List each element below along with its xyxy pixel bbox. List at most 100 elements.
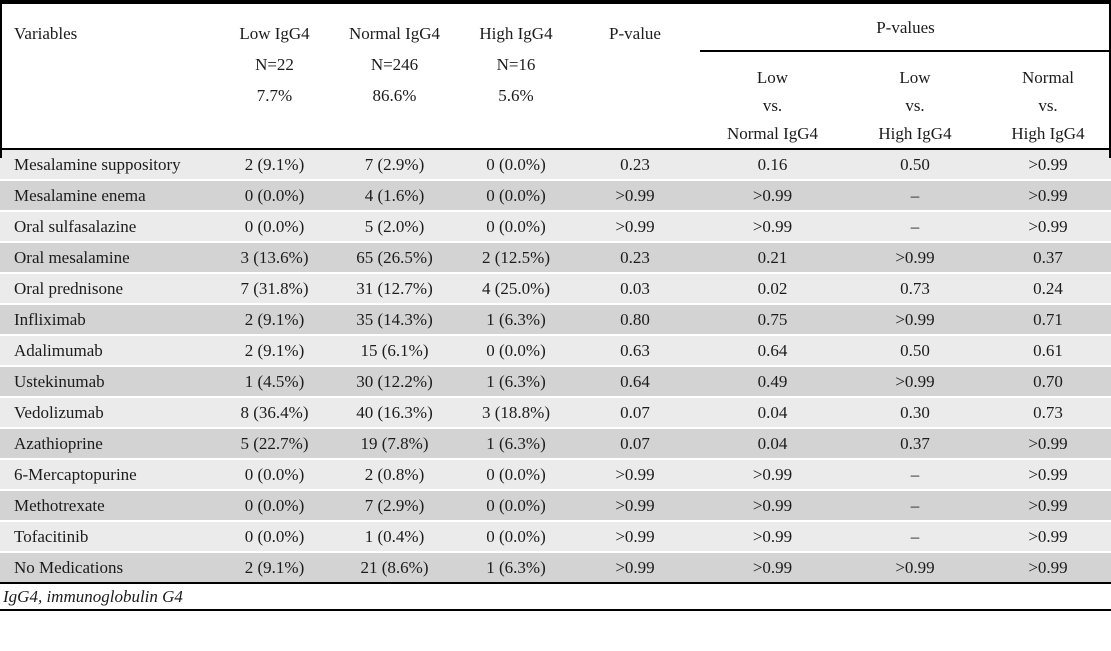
table-cell: 31 (12.7%): [327, 272, 462, 304]
table-cell: 2 (12.5%): [462, 241, 570, 273]
table-row: Methotrexate 0 (0.0%) 7 (2.9%) 0 (0.0%) >0.9…: [0, 489, 1111, 521]
column-header-low-vs-normal: Low vs. Normal IgG4: [700, 51, 845, 150]
table-row: Azathioprine 5 (22.7%) 19 (7.8%) 1 (6.3%) 0.…: [0, 427, 1111, 459]
column-header-low-igg4-pct: 7.7%: [256, 86, 293, 105]
table-cell: >0.99: [985, 210, 1111, 242]
table-cell: 0.07: [570, 396, 700, 428]
table-cell: 0 (0.0%): [222, 210, 327, 242]
table-cell: 0.64: [570, 365, 700, 397]
row-label: 6-Mercaptopurine: [0, 458, 222, 490]
table-cell: >0.99: [985, 520, 1111, 552]
table-cell: >0.99: [700, 458, 845, 490]
row-label: Vedolizumab: [0, 396, 222, 428]
row-label: Mesalamine enema: [0, 179, 222, 211]
column-group-header-pvalues: P-values: [700, 4, 1111, 52]
row-label: Mesalamine suppository: [0, 149, 222, 180]
row-label: Oral mesalamine: [0, 241, 222, 273]
table-cell: 0.37: [845, 427, 985, 459]
table-cell: 3 (18.8%): [462, 396, 570, 428]
table-body: Mesalamine suppository 2 (9.1%) 7 (2.9%) 0 …: [0, 149, 1111, 584]
table-cell: 0.63: [570, 334, 700, 366]
table-cell: >0.99: [845, 551, 985, 584]
table-cell: 7 (2.9%): [327, 149, 462, 180]
table-cell: 21 (8.6%): [327, 551, 462, 584]
row-label: Adalimumab: [0, 334, 222, 366]
table-cell: 0 (0.0%): [462, 489, 570, 521]
row-label: Infliximab: [0, 303, 222, 335]
table-cell: 3 (13.6%): [222, 241, 327, 273]
table-cell: 1 (6.3%): [462, 427, 570, 459]
comparison-line: Low: [756, 68, 789, 87]
table-cell: 0 (0.0%): [462, 458, 570, 490]
table-cell: >0.99: [570, 458, 700, 490]
comparison-line: High IgG4: [878, 124, 952, 143]
column-header-high-igg4: High IgG4 N=16 5.6%: [462, 4, 570, 150]
column-header-low-igg4: Low IgG4 N=22 7.7%: [222, 4, 327, 150]
table-cell: 4 (25.0%): [462, 272, 570, 304]
comparison-line: Normal IgG4: [726, 124, 819, 143]
table-cell: 0.23: [570, 241, 700, 273]
table-cell: 0 (0.0%): [462, 334, 570, 366]
table-cell: 8 (36.4%): [222, 396, 327, 428]
comparison-line: High IgG4: [1011, 124, 1085, 143]
table-cell: 0.04: [700, 396, 845, 428]
table-cell: 7 (2.9%): [327, 489, 462, 521]
table-cell: 2 (0.8%): [327, 458, 462, 490]
table-row: Infliximab 2 (9.1%) 35 (14.3%) 1 (6.3%) 0.80…: [0, 303, 1111, 335]
table-cell: 2 (9.1%): [222, 149, 327, 180]
table-cell: 2 (9.1%): [222, 334, 327, 366]
table-cell: 1 (0.4%): [327, 520, 462, 552]
table-cell: 0.71: [985, 303, 1111, 335]
table-cell: 0.80: [570, 303, 700, 335]
table-cell: >0.99: [985, 489, 1111, 521]
table-cell: 0.24: [985, 272, 1111, 304]
table-cell: >0.99: [845, 365, 985, 397]
table-cell: 0.49: [700, 365, 845, 397]
table-row: Mesalamine enema 0 (0.0%) 4 (1.6%) 0 (0.0%)…: [0, 179, 1111, 211]
table-cell: 0.30: [845, 396, 985, 428]
table-row: Oral mesalamine 3 (13.6%) 65 (26.5%) 2 (12.…: [0, 241, 1111, 273]
header-left-rule: [0, 0, 2, 158]
table-cell: 15 (6.1%): [327, 334, 462, 366]
header-right-rule: [1109, 0, 1111, 158]
table-cell: >0.99: [985, 179, 1111, 211]
table-cell: –: [845, 520, 985, 552]
table-cell: 0 (0.0%): [462, 149, 570, 180]
table-cell: 19 (7.8%): [327, 427, 462, 459]
table-cell: 40 (16.3%): [327, 396, 462, 428]
table-cell: 0 (0.0%): [462, 520, 570, 552]
medication-comparison-table: Variables Low IgG4 N=22 7.7% Normal IgG4…: [0, 4, 1111, 584]
table-cell: >0.99: [700, 520, 845, 552]
table-cell: 0.04: [700, 427, 845, 459]
comparison-line: Low: [899, 68, 931, 87]
table-cell: 65 (26.5%): [327, 241, 462, 273]
table-row: Mesalamine suppository 2 (9.1%) 7 (2.9%) 0 …: [0, 149, 1111, 180]
table-cell: >0.99: [700, 489, 845, 521]
table-row: Ustekinumab 1 (4.5%) 30 (12.2%) 1 (6.3%) 0.6…: [0, 365, 1111, 397]
table-row: Adalimumab 2 (9.1%) 15 (6.1%) 0 (0.0%) 0.63 0…: [0, 334, 1111, 366]
table-cell: >0.99: [570, 210, 700, 242]
table-cell: 0.61: [985, 334, 1111, 366]
row-label: Methotrexate: [0, 489, 222, 521]
comparison-line: vs.: [1038, 96, 1058, 115]
column-header-normal-vs-high: Normal vs. High IgG4: [985, 51, 1111, 150]
table-cell: 0 (0.0%): [222, 489, 327, 521]
table-cell: –: [845, 458, 985, 490]
column-header-low-vs-high: Low vs. High IgG4: [845, 51, 985, 150]
column-header-normal-igg4-label: Normal IgG4: [348, 24, 441, 43]
table-cell: 0.73: [985, 396, 1111, 428]
table-cell: 1 (4.5%): [222, 365, 327, 397]
table-cell: >0.99: [845, 241, 985, 273]
table-cell: >0.99: [570, 489, 700, 521]
row-label: No Medications: [0, 551, 222, 584]
table-cell: >0.99: [845, 303, 985, 335]
row-label: Ustekinumab: [0, 365, 222, 397]
comparison-line: vs.: [905, 96, 925, 115]
table-cell: >0.99: [700, 210, 845, 242]
row-label: Oral sulfasalazine: [0, 210, 222, 242]
table-cell: 4 (1.6%): [327, 179, 462, 211]
column-header-normal-igg4: Normal IgG4 N=246 86.6%: [327, 4, 462, 150]
row-label: Tofacitinib: [0, 520, 222, 552]
table-cell: 1 (6.3%): [462, 551, 570, 584]
table-row: Oral sulfasalazine 0 (0.0%) 5 (2.0%) 0 (0.0…: [0, 210, 1111, 242]
